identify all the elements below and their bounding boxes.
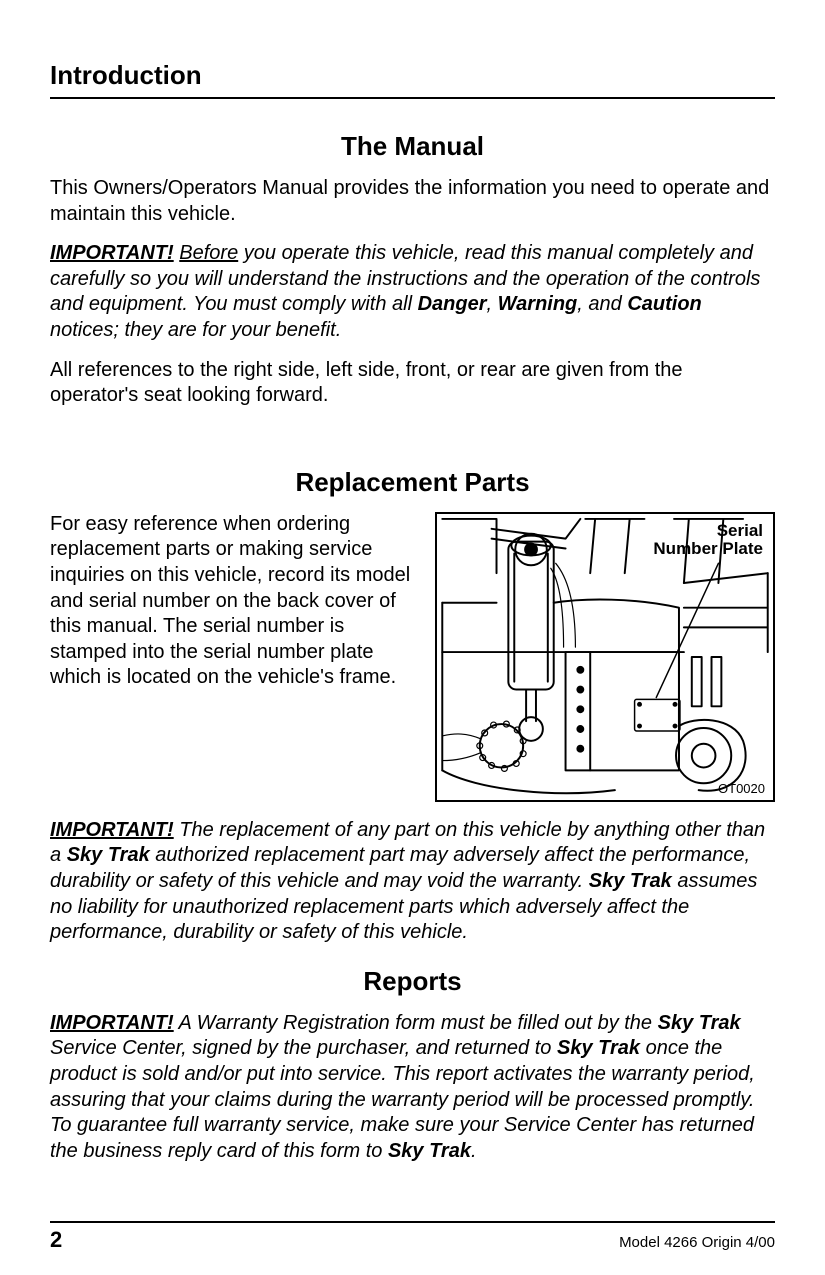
reports-important-paragraph: IMPORTANT! A Warranty Registration form … — [50, 1011, 775, 1165]
page-number: 2 — [50, 1227, 62, 1253]
serial-number-plate-label: Serial Number Plate — [653, 522, 763, 559]
heading-replacement: Replacement Parts — [50, 467, 775, 498]
reports-period: . — [471, 1140, 477, 1162]
manual-paragraph-3: All references to the right side, left s… — [50, 358, 775, 409]
serial-plate-figure: Serial Number Plate OT0020 — [435, 512, 775, 802]
heading-manual: The Manual — [50, 131, 775, 162]
replacement-important-paragraph: IMPORTANT! The replacement of any part o… — [50, 818, 775, 946]
skytrak-word: Sky Trak — [589, 870, 672, 892]
footer-meta: Model 4266 Origin 4/00 — [619, 1234, 775, 1251]
skytrak-word: Sky Trak — [557, 1037, 640, 1059]
replacement-paragraph-1: For easy reference when ordering replace… — [50, 512, 417, 691]
important-label: IMPORTANT! — [50, 242, 174, 264]
danger-word: Danger — [418, 293, 487, 315]
reports-imp-2: Service Center, signed by the purchaser,… — [50, 1037, 557, 1059]
important-label: IMPORTANT! — [50, 1012, 174, 1034]
page-footer: 2 Model 4266 Origin 4/00 — [50, 1227, 775, 1253]
before-word: Before — [179, 242, 238, 264]
caution-word: Caution — [627, 293, 701, 315]
skytrak-word: Sky Trak — [658, 1012, 741, 1034]
section-header: Introduction — [50, 60, 775, 99]
manual-imp-text-2: notices; they are for your benefit. — [50, 319, 341, 341]
manual-important-paragraph: IMPORTANT! Before you operate this vehic… — [50, 241, 775, 343]
figure-code: OT0020 — [718, 781, 765, 796]
comma: , — [487, 293, 498, 315]
warning-word: Warning — [498, 293, 578, 315]
heading-reports: Reports — [50, 966, 775, 997]
replacement-row: For easy reference when ordering replace… — [50, 512, 775, 802]
skytrak-word: Sky Trak — [388, 1140, 471, 1162]
serial-label-line1: Serial — [717, 521, 763, 540]
reports-imp-1: A Warranty Registration form must be fil… — [174, 1012, 658, 1034]
important-label: IMPORTANT! — [50, 819, 174, 841]
and-text: , and — [577, 293, 627, 315]
bottom-rule — [50, 1221, 775, 1223]
manual-paragraph-1: This Owners/Operators Manual provides th… — [50, 176, 775, 227]
serial-label-line2: Number Plate — [653, 539, 763, 558]
skytrak-word: Sky Trak — [67, 844, 150, 866]
